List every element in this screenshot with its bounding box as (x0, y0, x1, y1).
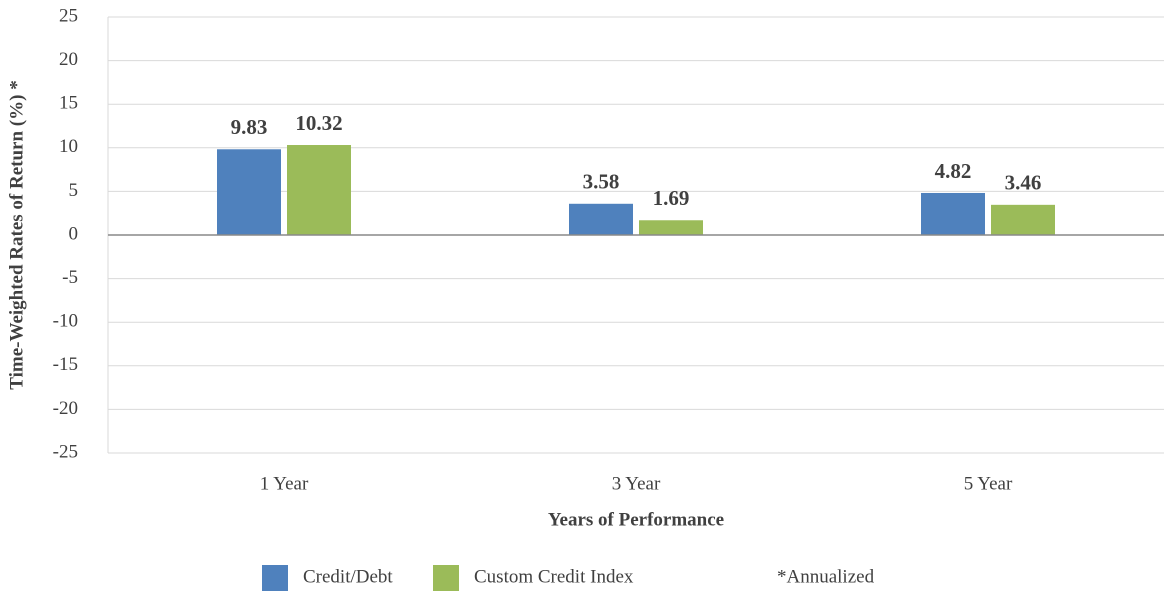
legend-swatch (433, 565, 459, 591)
bar (217, 149, 281, 235)
y-tick-label: -20 (53, 398, 78, 419)
y-tick-label: -5 (62, 267, 78, 288)
bar (639, 220, 703, 235)
value-label: 1.69 (653, 186, 690, 210)
value-label: 9.83 (231, 115, 268, 139)
x-axis-title: Years of Performance (548, 509, 724, 530)
y-tick-label: -15 (53, 354, 78, 375)
y-tick-label: 10 (59, 136, 78, 157)
y-tick-label: 15 (59, 93, 78, 114)
bar (569, 203, 633, 235)
y-tick-label: 20 (59, 49, 78, 70)
y-tick-label: 5 (69, 180, 79, 201)
bar (921, 192, 985, 235)
y-tick-label: -25 (53, 441, 78, 462)
x-tick-label: 3 Year (612, 473, 661, 494)
legend-label: Custom Credit Index (474, 566, 634, 587)
y-tick-label: -10 (53, 311, 78, 332)
bar (991, 204, 1055, 235)
y-tick-label: 0 (69, 223, 79, 244)
annotation: *Annualized (777, 566, 875, 587)
value-label: 3.46 (1005, 171, 1042, 195)
value-label: 3.58 (583, 170, 620, 194)
x-tick-label: 5 Year (964, 473, 1013, 494)
y-axis-title: Time-Weighted Rates of Return (%) * (6, 80, 27, 389)
bar (287, 145, 351, 235)
legend-label: Credit/Debt (303, 566, 393, 587)
value-label: 4.82 (935, 159, 972, 183)
legend-swatch (262, 565, 288, 591)
y-tick-label: 25 (59, 5, 78, 26)
x-tick-label: 1 Year (260, 473, 309, 494)
value-label: 10.32 (295, 111, 342, 135)
